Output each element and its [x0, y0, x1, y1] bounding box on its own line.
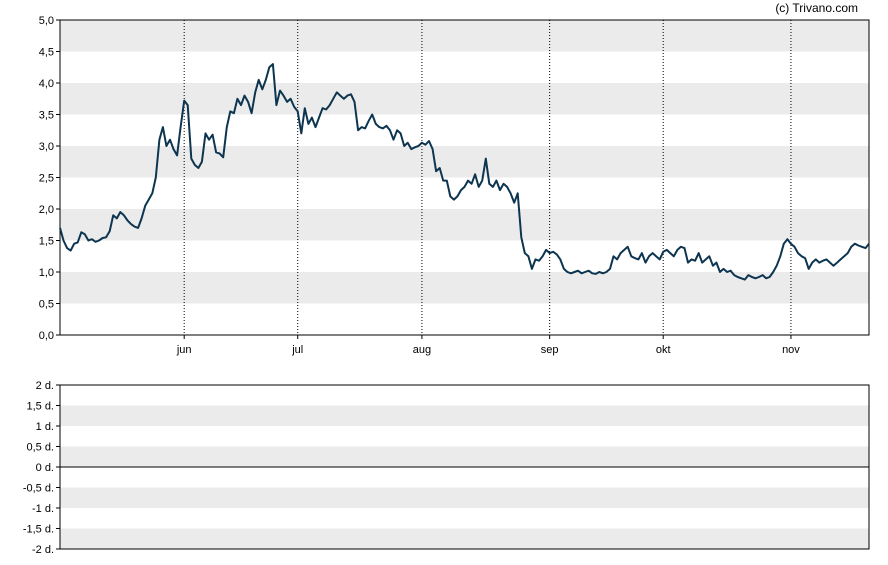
- y-tick-label: 5,0: [39, 15, 54, 27]
- x-tick-label: okt: [656, 344, 671, 356]
- y-tick-label: 0,0: [39, 330, 54, 342]
- y-tick-label: 1,5: [39, 236, 54, 248]
- grid-band: [60, 20, 869, 52]
- grid-band: [60, 272, 869, 304]
- y-tick-label: 0 d.: [36, 462, 54, 474]
- y-tick-label: -2 d.: [32, 544, 54, 556]
- x-tick-label: jul: [291, 344, 303, 356]
- grid-band: [60, 146, 869, 178]
- y-tick-label: 2 d.: [36, 380, 54, 392]
- grid-band: [60, 209, 869, 241]
- y-tick-label: 4,5: [39, 47, 54, 59]
- y-tick-label: 0,5 d.: [26, 442, 54, 454]
- days-chart: 2 d. 1,5 d. 1 d. 0,5 d. 0 d. -0,5 d. -1 d. -1,5…: [23, 380, 870, 556]
- y-tick-label: 1,5 d.: [26, 401, 54, 413]
- y-tick-label: -1,5 d.: [23, 524, 54, 536]
- plot-frame: [59, 19, 870, 336]
- x-tick-label: jun: [176, 344, 192, 356]
- y-tick-label: 2,5: [39, 173, 54, 185]
- y-tick-label: 3,5: [39, 110, 54, 122]
- plot-frame: [59, 384, 870, 550]
- price-line: [59, 63, 870, 281]
- copyright-text: (c) Trivano.com: [775, 1, 858, 15]
- y-tick-label: 0,5: [39, 299, 54, 311]
- x-tick-label: aug: [413, 344, 431, 356]
- y-tick-label: -1 d.: [32, 503, 54, 515]
- price-chart: 0,0 0,5 1,0 1,5 2,0 2,5 3,0 3,5 4,0 4,5 5,0 jun jul a…: [39, 15, 870, 356]
- x-tick-label: nov: [782, 344, 800, 356]
- x-tick-label: sep: [541, 344, 559, 356]
- grid-band: [60, 487, 869, 508]
- y-tick-label: 2,0: [39, 204, 54, 216]
- grid-band: [60, 405, 869, 426]
- grid-band: [60, 446, 869, 467]
- grid-band: [60, 83, 869, 115]
- grid-band: [60, 528, 869, 549]
- y-tick-label: 4,0: [39, 78, 54, 90]
- y-tick-label: 1,0: [39, 267, 54, 279]
- y-tick-label: 3,0: [39, 141, 54, 153]
- y-tick-label: -0,5 d.: [23, 483, 54, 495]
- y-tick-label: 1 d.: [36, 421, 54, 433]
